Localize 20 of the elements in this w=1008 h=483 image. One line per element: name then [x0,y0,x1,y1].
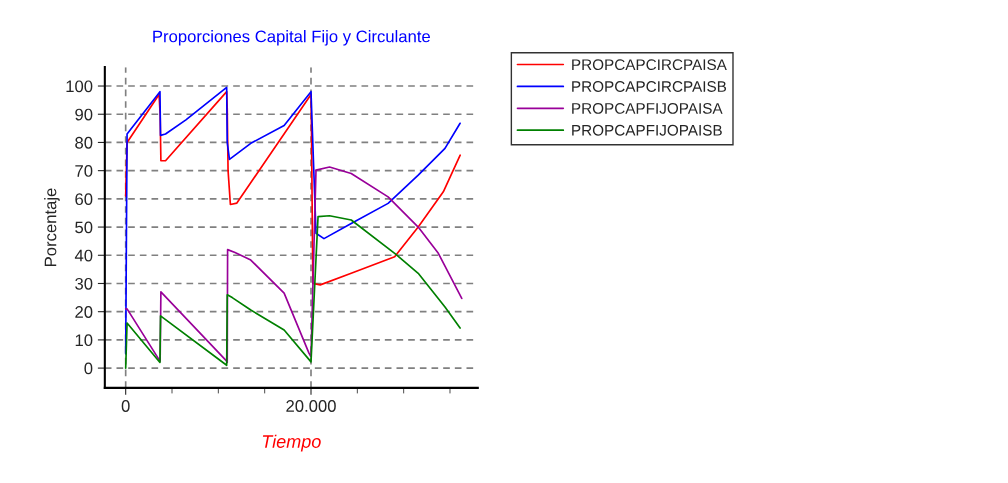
y-tick-label: 30 [75,277,93,290]
y-tick-label: 100 [66,80,93,93]
legend-label: PROPCAPFIJOPAISA [572,102,723,114]
y-tick-label: 10 [75,334,93,347]
y-tick-label: 0 [84,362,93,375]
legend-label: PROPCAPCIRCPAISA [572,59,727,71]
y-tick-label: 20 [75,306,93,318]
y-axis-title: Porcentaje [44,188,60,266]
legend-label: PROPCAPCIRCPAISB [572,81,727,92]
chart-title: Proporciones Capital Fijo y Circulante [153,30,430,46]
y-tick-label: 50 [75,221,93,234]
y-tick-label: 70 [75,165,93,177]
y-tick-label: 40 [74,249,93,262]
line-series [124,214,461,369]
y-tick-label: 60 [75,193,93,206]
x-tick-label: 20.000 [286,400,336,412]
legend-label: PROPCAPFIJOPAISB [572,124,722,136]
y-tick-label: 80 [75,136,93,149]
x-axis-title: Tiempo [262,434,321,452]
y-tick-label: 90 [75,108,93,121]
